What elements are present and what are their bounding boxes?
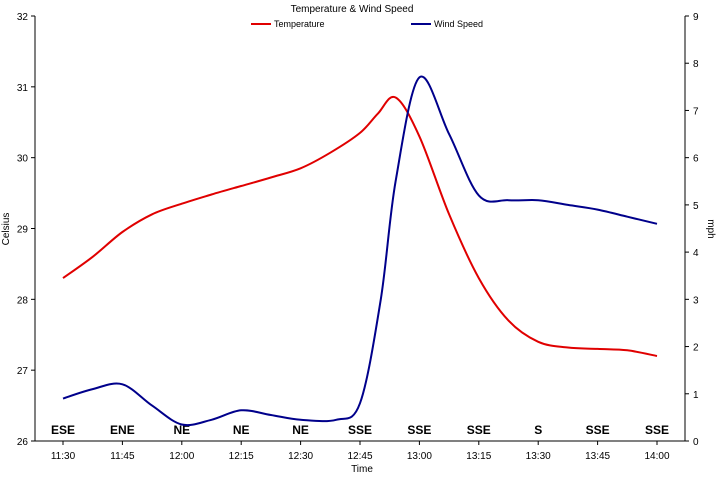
left-axis-label: Celsius <box>1 213 12 246</box>
x-axis-ticks: 11:30 11:45 12:00 12:15 12:30 12:45 13:00 13:15… <box>51 441 670 462</box>
left-tick-label: 32 <box>17 12 29 23</box>
x-tick-label: 11:45 <box>110 451 135 462</box>
series-wind-speed-line <box>62 75 658 427</box>
x-tick-label: 12:15 <box>229 451 254 462</box>
wind-direction-label: NE <box>173 423 190 437</box>
x-axis-label: Time <box>351 464 373 475</box>
right-tick-label: 8 <box>693 59 699 70</box>
legend: Temperature Wind Speed <box>251 19 483 29</box>
wind-direction-label: NE <box>292 423 309 437</box>
left-axis-ticks: 26 27 28 29 30 31 32 <box>17 12 35 448</box>
wind-direction-label: ENE <box>110 423 135 437</box>
right-tick-label: 0 <box>693 437 699 448</box>
x-tick-label: 13:00 <box>407 451 432 462</box>
wind-direction-label: NE <box>233 423 250 437</box>
right-axis-ticks: 0 1 2 3 4 5 6 7 8 9 <box>685 12 699 448</box>
right-tick-label: 5 <box>693 201 699 212</box>
x-tick-label: 13:15 <box>466 451 491 462</box>
wind-direction-label: SSE <box>645 423 669 437</box>
wind-direction-label: SSE <box>467 423 491 437</box>
chart-title: Temperature & Wind Speed <box>291 4 414 15</box>
right-tick-label: 3 <box>693 295 699 306</box>
wind-direction-label: S <box>534 423 542 437</box>
left-tick-label: 28 <box>17 295 29 306</box>
wind-direction-labels: ESE ENE NE NE NE SSE SSE SSE S SSE SSE <box>51 423 669 437</box>
left-tick-label: 31 <box>17 83 29 94</box>
series-temperature-line <box>62 95 658 357</box>
wind-direction-label: SSE <box>407 423 431 437</box>
left-tick-label: 27 <box>17 366 29 377</box>
x-tick-label: 12:00 <box>169 451 194 462</box>
x-tick-label: 12:45 <box>347 451 372 462</box>
right-tick-label: 1 <box>693 390 699 401</box>
left-tick-label: 30 <box>17 154 29 165</box>
legend-temperature-label: Temperature <box>274 19 325 29</box>
x-tick-label: 13:45 <box>585 451 610 462</box>
legend-wind-speed-label: Wind Speed <box>434 19 483 29</box>
right-tick-label: 9 <box>693 12 699 23</box>
wind-direction-label: ESE <box>51 423 75 437</box>
wind-direction-label: SSE <box>348 423 372 437</box>
wind-direction-label: SSE <box>586 423 610 437</box>
x-tick-label: 14:00 <box>644 451 669 462</box>
x-tick-label: 11:30 <box>51 451 76 462</box>
x-tick-label: 13:30 <box>526 451 551 462</box>
left-tick-label: 26 <box>17 437 29 448</box>
right-tick-label: 4 <box>693 248 699 259</box>
x-tick-label: 12:30 <box>288 451 313 462</box>
left-tick-label: 29 <box>17 225 29 236</box>
right-axis-label: mph <box>705 219 716 238</box>
right-tick-label: 2 <box>693 343 699 354</box>
right-tick-label: 7 <box>693 106 699 117</box>
right-tick-label: 6 <box>693 154 699 165</box>
